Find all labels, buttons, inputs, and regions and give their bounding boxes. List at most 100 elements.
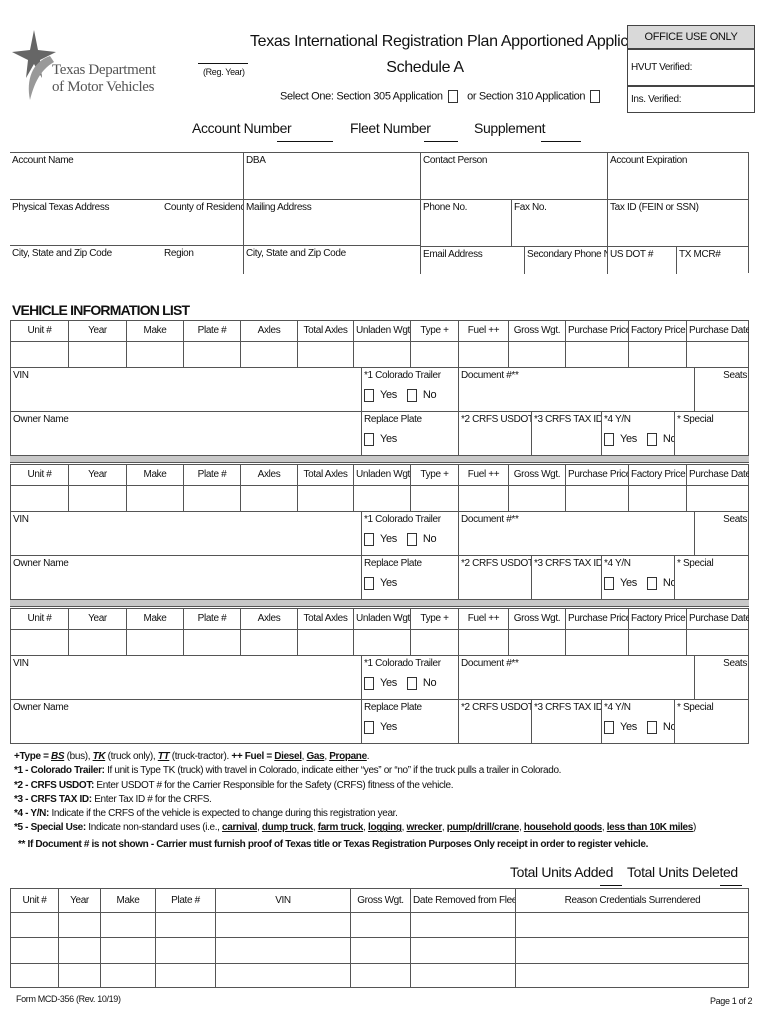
vehicle-field[interactable] xyxy=(353,629,410,655)
removed-field[interactable] xyxy=(100,962,155,988)
vehicle-field[interactable] xyxy=(565,485,628,511)
vehicle-field[interactable] xyxy=(508,341,565,367)
special-field[interactable]: * Special xyxy=(674,411,749,456)
vehicle-field[interactable] xyxy=(297,629,353,655)
physical-address-field[interactable]: Physical Texas Address xyxy=(10,199,162,246)
vehicle-field[interactable] xyxy=(240,341,297,367)
replace-plate-yes-checkbox[interactable] xyxy=(364,721,374,734)
removed-field[interactable] xyxy=(350,962,410,988)
vehicle-field[interactable] xyxy=(126,629,183,655)
vehicle-field[interactable] xyxy=(686,629,749,655)
removed-field[interactable] xyxy=(58,962,100,988)
vehicle-field[interactable] xyxy=(240,485,297,511)
vehicle-field[interactable] xyxy=(458,341,508,367)
colorado-yes-checkbox[interactable] xyxy=(364,533,374,546)
removed-field[interactable] xyxy=(58,937,100,963)
colorado-no-checkbox[interactable] xyxy=(406,533,417,546)
vehicle-field[interactable] xyxy=(353,485,410,511)
vehicle-field[interactable] xyxy=(10,485,68,511)
yn-yes-checkbox[interactable] xyxy=(604,721,614,734)
special-field[interactable]: * Special xyxy=(674,699,749,744)
vehicle-field[interactable] xyxy=(458,485,508,511)
crfs-usdot-field[interactable]: *2 CRFS USDOT xyxy=(458,699,531,744)
removed-field[interactable] xyxy=(515,937,749,963)
crfs-tax-id-field[interactable]: *3 CRFS TAX ID xyxy=(531,411,601,456)
vehicle-field[interactable] xyxy=(628,485,686,511)
vehicle-field[interactable] xyxy=(508,629,565,655)
crfs-usdot-field[interactable]: *2 CRFS USDOT xyxy=(458,555,531,600)
vehicle-field[interactable] xyxy=(183,341,240,367)
removed-field[interactable] xyxy=(100,912,155,938)
crfs-usdot-field[interactable]: *2 CRFS USDOT xyxy=(458,411,531,456)
total-units-deleted-field[interactable] xyxy=(720,872,742,886)
vehicle-field[interactable] xyxy=(410,629,458,655)
removed-field[interactable] xyxy=(155,937,215,963)
usdot-field[interactable]: US DOT # xyxy=(607,246,676,274)
vehicle-field[interactable] xyxy=(68,341,126,367)
contact-person-field[interactable]: Contact Person xyxy=(420,152,607,199)
vehicle-field[interactable] xyxy=(565,629,628,655)
yn-yes-checkbox[interactable] xyxy=(604,433,614,446)
removed-field[interactable] xyxy=(515,962,749,988)
county-field[interactable]: County of Residence xyxy=(162,199,243,246)
account-number-field[interactable] xyxy=(277,128,333,142)
vehicle-field[interactable] xyxy=(297,485,353,511)
vehicle-field[interactable] xyxy=(353,341,410,367)
special-field[interactable]: * Special xyxy=(674,555,749,600)
vehicle-field[interactable] xyxy=(68,629,126,655)
account-expiration-field[interactable]: Account Expiration xyxy=(607,152,749,199)
supplement-field[interactable] xyxy=(541,128,581,142)
yn-no-checkbox[interactable] xyxy=(646,577,657,590)
removed-field[interactable] xyxy=(155,962,215,988)
phone-field[interactable]: Phone No. xyxy=(420,199,511,246)
vehicle-field[interactable] xyxy=(68,485,126,511)
mailing-address-field[interactable]: Mailing Address xyxy=(243,199,420,246)
vehicle-field[interactable] xyxy=(458,629,508,655)
owner-name-field[interactable]: Owner Name xyxy=(10,411,361,456)
replace-plate-yes-checkbox[interactable] xyxy=(364,433,374,446)
vehicle-field[interactable] xyxy=(686,341,749,367)
removed-field[interactable] xyxy=(350,937,410,963)
colorado-no-checkbox[interactable] xyxy=(406,677,417,690)
vehicle-field[interactable] xyxy=(183,485,240,511)
removed-field[interactable] xyxy=(350,912,410,938)
vehicle-field[interactable] xyxy=(126,341,183,367)
vehicle-field[interactable] xyxy=(410,341,458,367)
removed-field[interactable] xyxy=(410,912,515,938)
reg-year-field[interactable] xyxy=(198,52,248,64)
vin-field[interactable]: VIN xyxy=(10,511,361,555)
vin-field[interactable]: VIN xyxy=(10,367,361,411)
tax-id-field[interactable]: Tax ID (FEIN or SSN) xyxy=(607,199,749,246)
region-field[interactable]: Region xyxy=(162,246,243,274)
crfs-tax-id-field[interactable]: *3 CRFS TAX ID xyxy=(531,555,601,600)
vehicle-field[interactable] xyxy=(183,629,240,655)
removed-field[interactable] xyxy=(215,937,350,963)
vehicle-field[interactable] xyxy=(508,485,565,511)
yn-no-checkbox[interactable] xyxy=(646,721,657,734)
colorado-yes-checkbox[interactable] xyxy=(364,677,374,690)
document-number-field[interactable]: Document #** xyxy=(458,655,694,699)
txmcr-field[interactable]: TX MCR# xyxy=(676,246,749,274)
seats-field[interactable]: Seats xyxy=(694,655,749,699)
total-units-added-field[interactable] xyxy=(600,872,622,886)
account-name-field[interactable]: Account Name xyxy=(10,152,243,199)
vehicle-field[interactable] xyxy=(628,341,686,367)
removed-field[interactable] xyxy=(10,962,58,988)
owner-name-field[interactable]: Owner Name xyxy=(10,699,361,744)
yn-no-checkbox[interactable] xyxy=(646,433,657,446)
yn-yes-checkbox[interactable] xyxy=(604,577,614,590)
vehicle-field[interactable] xyxy=(10,629,68,655)
colorado-yes-checkbox[interactable] xyxy=(364,389,374,402)
crfs-tax-id-field[interactable]: *3 CRFS TAX ID xyxy=(531,699,601,744)
owner-name-field[interactable]: Owner Name xyxy=(10,555,361,600)
vin-field[interactable]: VIN xyxy=(10,655,361,699)
removed-field[interactable] xyxy=(410,962,515,988)
removed-field[interactable] xyxy=(215,962,350,988)
document-number-field[interactable]: Document #** xyxy=(458,511,694,555)
removed-field[interactable] xyxy=(10,937,58,963)
email-field[interactable]: Email Address xyxy=(420,246,524,274)
vehicle-field[interactable] xyxy=(126,485,183,511)
removed-field[interactable] xyxy=(515,912,749,938)
document-number-field[interactable]: Document #** xyxy=(458,367,694,411)
removed-field[interactable] xyxy=(215,912,350,938)
